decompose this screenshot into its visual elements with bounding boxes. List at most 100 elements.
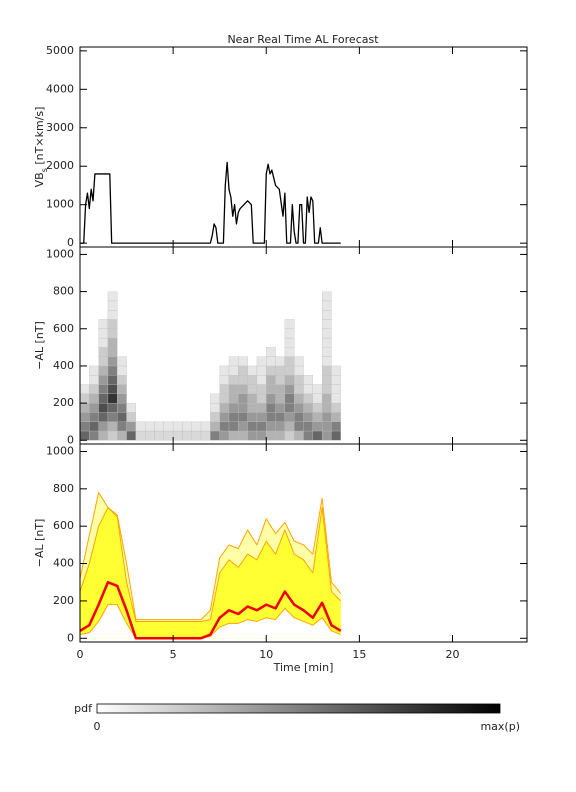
x-tick-label: 10 — [259, 648, 273, 661]
heatmap-cell — [275, 421, 286, 432]
chart-title: Near Real Time AL Forecast — [227, 33, 379, 46]
heatmap-cell — [89, 365, 99, 376]
heatmap-cell — [163, 421, 174, 432]
heatmap-cell — [275, 365, 286, 376]
heatmap-cell — [219, 421, 230, 432]
x-tick-label: 15 — [352, 648, 366, 661]
heatmap-cell — [321, 412, 332, 422]
heatmap-cell — [284, 356, 295, 367]
y-tick-label: 1000 — [46, 444, 74, 457]
y-tick-label: 4000 — [46, 82, 74, 95]
plot-frame — [79, 46, 528, 248]
heatmap-cell — [228, 356, 239, 367]
heatmap-cell — [200, 421, 211, 432]
heatmap-cell — [266, 365, 276, 376]
heatmap-cell — [303, 412, 313, 422]
heatmap-cell — [284, 347, 295, 357]
heatmap-cell — [331, 375, 341, 385]
heatmap-cell — [107, 328, 118, 339]
heatmap-cell — [256, 393, 267, 404]
heatmap-cell — [294, 393, 304, 404]
heatmap-cell — [210, 412, 220, 422]
heatmap-cell — [238, 393, 248, 404]
heatmap-cell — [266, 421, 276, 432]
heatmap-cell — [126, 430, 137, 441]
y-tick-label: 0 — [67, 631, 74, 644]
heatmap-cell — [154, 430, 164, 441]
y-axis-label-part: −AL [nT] — [33, 519, 46, 568]
heatmap-cell — [312, 430, 323, 441]
heatmap-cell — [210, 393, 220, 404]
heatmap-cell — [247, 365, 258, 376]
heatmap-cell — [107, 421, 118, 432]
heatmap-cell — [238, 402, 248, 413]
heatmap-cell — [275, 393, 286, 404]
heatmap-cell — [238, 356, 248, 367]
heatmap-cell — [107, 430, 118, 441]
heatmap-cell — [228, 402, 239, 413]
panel — [79, 291, 341, 441]
heatmap-cell — [284, 402, 295, 413]
heatmap-cell — [294, 384, 304, 394]
heatmap-cell — [321, 393, 332, 404]
y-axis-label: −AL [nT] — [33, 321, 46, 370]
heatmap-cell — [256, 430, 267, 441]
heatmap-cell — [247, 384, 258, 394]
y-tick-label: 5000 — [46, 44, 74, 57]
heatmap-cell — [275, 384, 286, 394]
line — [80, 161, 341, 244]
heatmap-cell — [284, 328, 295, 339]
heatmap-cell — [107, 319, 118, 329]
y-tick-label: 200 — [53, 594, 74, 607]
heatmap-cell — [98, 384, 109, 394]
heatmap-cell — [98, 356, 109, 367]
heatmap-cell — [98, 365, 109, 376]
y-tick-label: 600 — [53, 322, 74, 335]
heatmap-cell — [107, 402, 118, 413]
y-axis-label-part: [nT×km/s] — [33, 107, 46, 169]
y-tick-label: 0 — [67, 236, 74, 249]
line — [79, 580, 342, 640]
heatmap-cell — [98, 421, 109, 432]
heatmap-cell — [294, 412, 304, 422]
heatmap-cell — [247, 430, 258, 441]
heatmap-cell — [321, 319, 332, 329]
heatmap-cell — [238, 421, 248, 432]
heatmap-cell — [312, 384, 323, 394]
heatmap-cell — [266, 402, 276, 413]
heatmap-cell — [89, 375, 99, 385]
heatmap-cell — [228, 393, 239, 404]
heatmap-cell — [247, 402, 258, 413]
x-tick-label: 5 — [170, 648, 177, 661]
heatmap-cell — [321, 375, 332, 385]
heatmap-cell — [135, 430, 146, 441]
heatmap-cell — [294, 421, 304, 432]
heatmap-cell — [107, 365, 118, 376]
heatmap-cell — [247, 375, 258, 385]
heatmap-cell — [256, 384, 267, 394]
heatmap-cell — [275, 356, 286, 367]
heatmap-cell — [163, 430, 174, 441]
heatmap-cell — [107, 384, 118, 394]
heatmap-cell — [256, 356, 267, 367]
heatmap-cell — [294, 375, 304, 385]
heatmap-cell — [117, 412, 127, 422]
heatmap-cell — [117, 384, 127, 394]
heatmap-cell — [275, 412, 286, 422]
y-tick-label: 0 — [67, 433, 74, 446]
heatmap-cell — [256, 375, 267, 385]
heatmap-cell — [238, 412, 248, 422]
heatmap-cell — [182, 430, 192, 441]
heatmap-cell — [331, 393, 341, 404]
heatmap-cell — [247, 412, 258, 422]
heatmap-cell — [89, 412, 99, 422]
heatmap-cell — [247, 421, 258, 432]
heatmap-cell — [284, 319, 295, 329]
heatmap-cell — [321, 347, 332, 357]
heatmap-cell — [98, 328, 109, 339]
heatmap-cell — [98, 375, 109, 385]
heatmap-cell — [191, 430, 202, 441]
heatmap-cell — [107, 300, 118, 311]
heatmap-cell — [98, 337, 109, 348]
heatmap-cell — [98, 393, 109, 404]
